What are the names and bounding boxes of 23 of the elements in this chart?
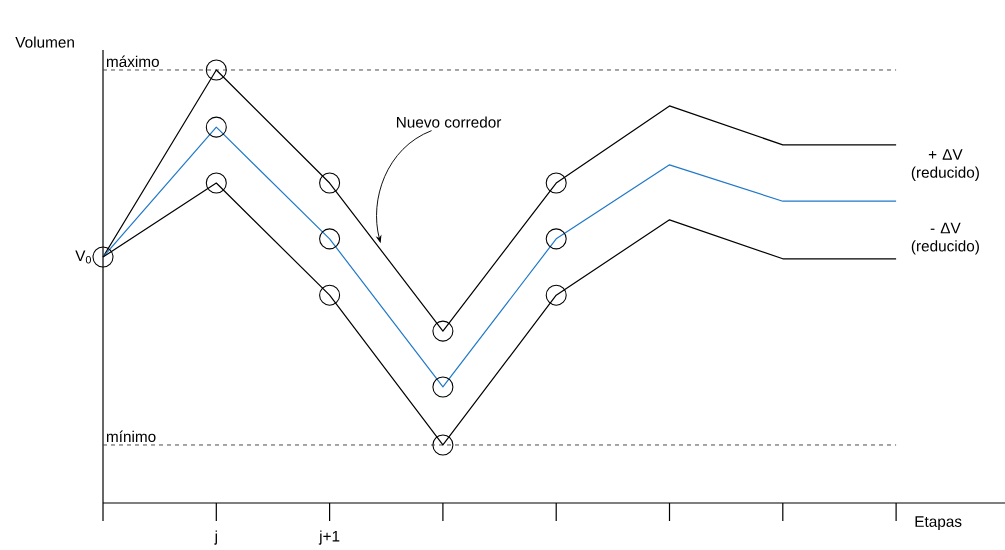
point [545,172,567,194]
point [205,172,227,194]
point [319,284,341,306]
x-tick-label: j+1 [318,530,340,545]
ref-line-label: mínimo [106,430,156,443]
point [432,320,454,342]
point [319,172,341,194]
point [432,376,454,398]
point [205,59,227,81]
x-axis-title: Etapas [915,516,962,530]
y-axis-title: Volumen [15,36,74,48]
ref-line-label: máximo [106,55,159,68]
point [92,246,114,268]
point [205,116,227,138]
x-tick-label: j [214,530,217,545]
point [319,228,341,250]
series-label: - ΔV (reducido) [911,222,979,255]
series-label: + ΔV (reducido) [911,149,979,181]
point [545,228,567,250]
point [545,284,567,306]
annotation: Nuevo corredor [396,116,502,128]
text: V$_{0}$ [75,250,91,264]
point [432,434,454,456]
